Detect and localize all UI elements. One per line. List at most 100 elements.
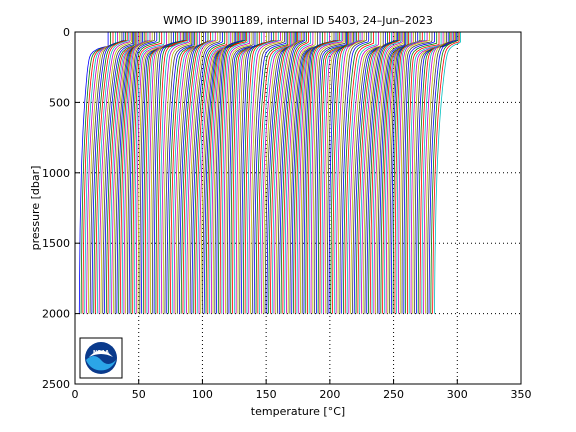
profile-line (171, 32, 199, 314)
profile-line (224, 32, 252, 314)
profile-line (239, 32, 270, 314)
profile-line (170, 32, 197, 314)
profile-line (305, 32, 339, 314)
profile-line (164, 32, 193, 314)
x-tick-label: 200 (319, 388, 340, 401)
profile-line (246, 32, 279, 314)
profile-line (119, 32, 147, 314)
profile-line (362, 32, 396, 314)
profile-line (196, 32, 230, 314)
chart-title: WMO ID 3901189, internal ID 5403, 24–Jun… (163, 14, 433, 27)
profile-line (78, 32, 109, 314)
profile-line (134, 32, 165, 314)
x-tick-label: 0 (72, 388, 79, 401)
profile-line (326, 32, 355, 314)
profile-line (233, 32, 263, 314)
profile-line (173, 32, 200, 314)
profile-line (207, 32, 239, 314)
profile-line (361, 32, 394, 314)
y-axis-label: pressure [dbar] (29, 166, 42, 251)
profile-line (91, 32, 125, 314)
profile-line (294, 32, 326, 314)
profile-line (125, 32, 153, 314)
profile-line (421, 32, 453, 314)
x-tick-label: 350 (511, 388, 532, 401)
profile-line (107, 32, 137, 314)
profile-line (286, 32, 314, 314)
profile-line (111, 32, 139, 314)
axes-frame (74, 31, 522, 385)
profile-line (353, 32, 386, 314)
profile-line (93, 32, 126, 314)
profile-line (332, 32, 359, 314)
profile-line (403, 32, 435, 314)
profile-line (308, 32, 342, 314)
profile-line (210, 32, 242, 314)
profile-line (341, 32, 370, 314)
profile-line (135, 32, 168, 314)
profile-line (414, 32, 448, 314)
profile-line (434, 32, 462, 314)
profile-line (410, 32, 444, 314)
y-tick-label: 1000 (42, 167, 70, 180)
profile-line (430, 32, 459, 314)
profile-line (268, 32, 297, 314)
profile-line (284, 32, 312, 314)
profile-line (406, 32, 440, 314)
profile-line (209, 32, 240, 314)
profile-line (303, 32, 337, 314)
logo-wave (86, 356, 116, 371)
profile-line (216, 32, 245, 314)
profile-line (296, 32, 328, 314)
profile-line (337, 32, 365, 314)
profile-line (195, 32, 228, 314)
profile-line (109, 32, 138, 314)
profile-line (157, 32, 188, 314)
y-tick-label: 0 (63, 26, 70, 39)
profile-line (223, 32, 251, 314)
profile-line (321, 32, 351, 314)
profile-line (153, 32, 186, 314)
profile-line (186, 32, 216, 314)
profile-line (323, 32, 352, 314)
profile-line (226, 32, 254, 314)
profile-line (232, 32, 260, 314)
profile-line (118, 32, 145, 314)
profile-line (343, 32, 372, 314)
profile-line (312, 32, 345, 314)
logo-bird (89, 350, 113, 357)
profile-line (95, 32, 128, 314)
profile-line (166, 32, 194, 314)
profile-line (142, 32, 176, 314)
profile-line (191, 32, 223, 314)
profile-line (121, 32, 149, 314)
profile-line (168, 32, 195, 314)
profile-line (84, 32, 116, 314)
profile-line (344, 32, 374, 314)
profile-line (253, 32, 287, 314)
profile-line (139, 32, 172, 314)
profile-line (417, 32, 451, 314)
profile-line (275, 32, 302, 314)
profile-line (357, 32, 390, 314)
profile-line (371, 32, 402, 314)
profile-line (162, 32, 192, 314)
profile-line (392, 32, 421, 314)
profile-line (237, 32, 267, 314)
logo-text: NOAA (93, 350, 109, 356)
profile-line (315, 32, 347, 314)
profile-line (389, 32, 417, 314)
profile-line (203, 32, 237, 314)
plot-area: 0 50 100 150 200 250 300 350 0 500 1000 1500 2000 250… (42, 26, 532, 401)
profile-line (114, 32, 142, 314)
profile-line (385, 32, 413, 314)
profile-line (87, 32, 121, 314)
profile-line (423, 32, 454, 314)
profile-line (187, 32, 219, 314)
profile-line (116, 32, 144, 314)
profile-line (179, 32, 207, 314)
profile-line (189, 32, 221, 314)
profile-line (390, 32, 419, 314)
profile-line (248, 32, 281, 314)
